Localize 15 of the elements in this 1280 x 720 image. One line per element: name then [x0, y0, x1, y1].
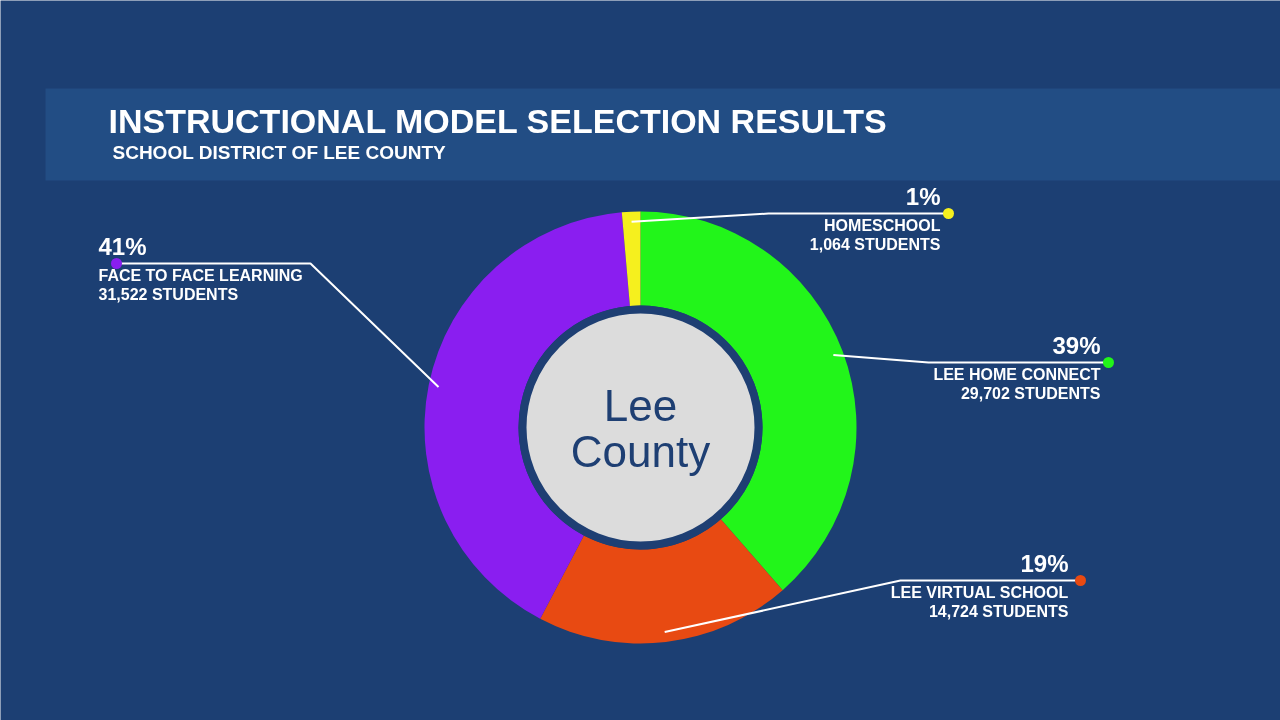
legend-label: LEE VIRTUAL SCHOOL: [890, 584, 1069, 601]
data-label: 14,724 STUDENTS: [928, 603, 1069, 620]
text: Lee County: [570, 381, 711, 476]
data-label: 29,702 STUDENTS: [960, 385, 1101, 402]
text: 1%: [905, 182, 941, 210]
text: 19%: [1020, 549, 1069, 577]
chart-title: INSTRUCTIONAL MODEL SELECTION RESULTS: [108, 101, 887, 140]
data-label: 1,064 STUDENTS: [809, 236, 941, 253]
text: 41%: [98, 232, 147, 260]
data-label: 31,522 STUDENTS: [98, 286, 239, 303]
legend-label: FACE TO FACE LEARNING: [98, 267, 303, 284]
text: 39%: [1052, 331, 1101, 359]
legend-label: HOMESCHOOL: [824, 217, 941, 234]
legend-label: LEE HOME CONNECT: [933, 366, 1101, 383]
chart-subtitle: SCHOOL DISTRICT OF LEE COUNTY: [112, 142, 447, 163]
